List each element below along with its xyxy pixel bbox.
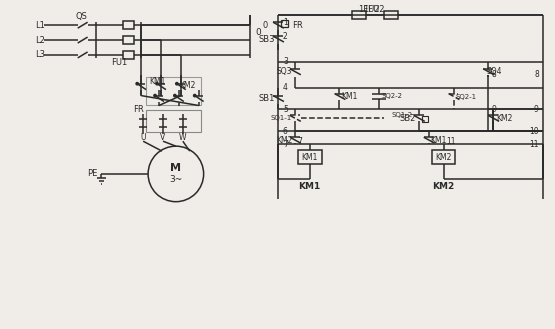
Text: PE: PE	[87, 169, 98, 178]
Text: V: V	[160, 133, 165, 142]
Text: W: W	[179, 133, 186, 142]
Text: 9: 9	[491, 105, 496, 114]
Bar	[281, 20, 288, 27]
Text: KM2: KM2	[432, 182, 455, 191]
Circle shape	[194, 94, 196, 97]
Text: KM2: KM2	[276, 136, 293, 145]
Bar	[146, 111, 201, 132]
Text: 3~: 3~	[169, 175, 183, 184]
Text: 0: 0	[263, 21, 268, 30]
Text: KM1: KM1	[299, 182, 321, 191]
Text: 5: 5	[283, 105, 288, 114]
Bar	[123, 21, 134, 29]
Text: 1FU2: 1FU2	[359, 5, 380, 14]
Text: SB3: SB3	[259, 35, 275, 43]
Text: FR: FR	[292, 21, 302, 30]
Text: L2: L2	[35, 36, 45, 44]
Text: SQ1-1: SQ1-1	[271, 115, 292, 121]
Text: 10: 10	[529, 127, 539, 136]
Text: SQ3: SQ3	[276, 67, 292, 76]
Bar	[123, 36, 134, 44]
Circle shape	[154, 94, 157, 97]
Bar	[422, 116, 428, 122]
Text: KM1: KM1	[431, 136, 447, 145]
Text: KM1: KM1	[301, 153, 318, 162]
Text: 6: 6	[283, 127, 288, 136]
Text: 7: 7	[297, 137, 302, 146]
Bar	[432, 150, 456, 164]
Text: 11: 11	[447, 137, 456, 146]
Circle shape	[174, 94, 176, 97]
Text: 8: 8	[534, 70, 539, 79]
Bar	[384, 11, 398, 19]
Circle shape	[136, 83, 138, 85]
Text: 4: 4	[283, 83, 288, 92]
Text: KM2: KM2	[496, 114, 512, 123]
Bar	[123, 51, 134, 59]
Bar	[298, 150, 322, 164]
Text: SQ4: SQ4	[486, 67, 502, 76]
Circle shape	[176, 83, 178, 85]
Text: KM1: KM1	[149, 77, 165, 86]
Text: SQ2-2: SQ2-2	[381, 92, 402, 99]
Text: 3: 3	[283, 57, 288, 66]
Text: SQ2-1: SQ2-1	[456, 93, 477, 100]
Text: 11: 11	[529, 140, 539, 149]
Text: KM1: KM1	[341, 92, 358, 101]
Bar	[352, 11, 366, 19]
Text: U: U	[140, 133, 146, 142]
Text: 0: 0	[255, 28, 261, 37]
Text: KM2: KM2	[179, 81, 195, 90]
Text: 7: 7	[283, 140, 288, 149]
Text: L3: L3	[35, 50, 45, 60]
Text: 1FU2: 1FU2	[364, 5, 385, 14]
Text: FR: FR	[133, 105, 144, 114]
Text: 9: 9	[534, 105, 539, 114]
Bar	[146, 77, 201, 105]
Text: KM2: KM2	[436, 153, 452, 162]
Text: SQ1-2: SQ1-2	[391, 113, 412, 118]
Text: QS: QS	[75, 12, 88, 21]
Circle shape	[156, 83, 158, 85]
Text: 8: 8	[491, 70, 496, 79]
Text: L1: L1	[35, 21, 45, 30]
Text: SB1: SB1	[259, 94, 275, 103]
Text: FU1: FU1	[112, 58, 128, 67]
Text: SB2: SB2	[400, 114, 416, 123]
Text: M: M	[170, 163, 181, 173]
Text: 2: 2	[283, 32, 287, 40]
Text: 1: 1	[283, 18, 287, 27]
